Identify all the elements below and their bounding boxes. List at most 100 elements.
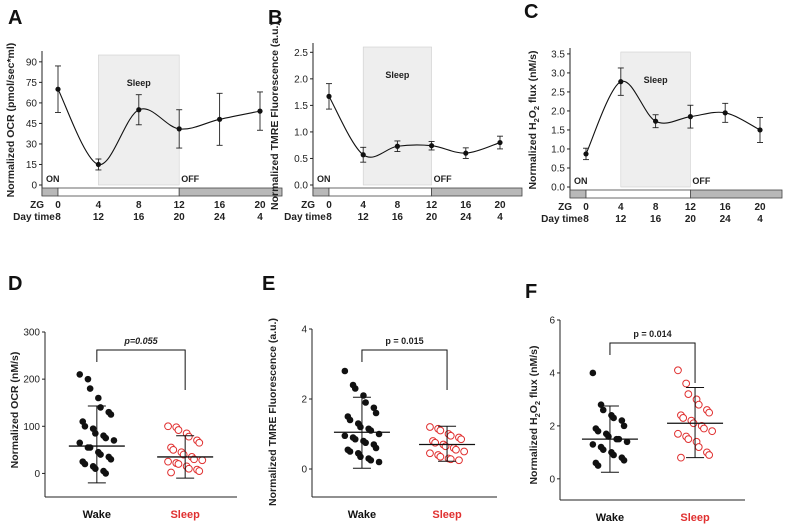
wake-data-point [620, 456, 628, 464]
dark-period-bar [431, 187, 523, 197]
daytime-tick-label: 24 [460, 212, 472, 223]
sleep-data-point [174, 426, 183, 434]
y-tick-label: 0 [549, 474, 555, 485]
y-axis-label: Normalized OCR (pmol/sec*ml) [5, 43, 17, 198]
daytime-tick-label: 16 [133, 212, 145, 223]
y-axis-label-part: 2 [533, 413, 542, 417]
wake-data-point [589, 441, 597, 448]
y-tick-label: 1.5 [551, 125, 565, 136]
daytime-tick-label: 12 [615, 214, 627, 225]
data-point [757, 127, 763, 133]
panel-letter: D [8, 273, 22, 295]
y-tick-label: 75 [26, 78, 38, 89]
y-axis-label-part: 2 [532, 106, 541, 110]
y-axis-label-part: flux (nM/s) [527, 50, 539, 105]
wake-data-point [360, 392, 367, 399]
zg-tick-label: 8 [395, 200, 401, 211]
wake-data-point [81, 460, 89, 468]
y-tick-label: 2.0 [551, 106, 565, 117]
daytime-row-label: Day time [13, 212, 55, 223]
wake-data-point [341, 432, 349, 440]
wake-data-point [95, 394, 102, 402]
zg-tick-label: 12 [685, 202, 697, 213]
y-tick-label: 0 [34, 469, 40, 480]
wake-data-point [92, 430, 99, 437]
sleep-category-label: Sleep [170, 509, 200, 521]
y-tick-label: 3.0 [551, 68, 565, 79]
data-point [55, 86, 61, 92]
sleep-data-point [174, 460, 183, 468]
data-point [257, 108, 263, 114]
wake-data-point [107, 411, 115, 418]
daytime-tick-label: 8 [583, 214, 589, 225]
daytime-tick-label: 12 [358, 212, 370, 223]
zg-tick-label: 20 [754, 202, 766, 213]
sleep-data-point [169, 445, 178, 454]
sleep-data-point [164, 422, 172, 431]
sleep-data-point [167, 468, 175, 477]
sleep-data-point [184, 464, 193, 473]
sleep-data-point [684, 435, 693, 444]
y-tick-label: 200 [23, 375, 40, 386]
zg-tick-label: 4 [96, 200, 102, 211]
light-period-bar [57, 187, 180, 197]
zg-tick-label: 0 [55, 200, 61, 211]
sleep-data-point [195, 438, 204, 447]
wake-data-point [357, 453, 364, 461]
wake-data-point [375, 458, 383, 466]
zg-tick-label: 16 [720, 202, 732, 213]
y-tick-label: 1.5 [294, 101, 308, 112]
wake-data-point [620, 422, 628, 430]
sleep-data-point [460, 447, 469, 456]
sleep-data-point [705, 451, 714, 459]
data-point [95, 161, 101, 168]
y-tick-label: 15 [26, 160, 38, 171]
zg-tick-label: 20 [494, 200, 506, 211]
y-tick-label: 1.0 [294, 127, 308, 138]
sleep-data-point [682, 379, 691, 388]
wake-data-point [370, 404, 378, 412]
y-tick-label: 300 [23, 328, 40, 339]
wake-data-point [372, 409, 380, 417]
data-point [722, 110, 728, 116]
sleep-data-point [684, 390, 693, 399]
wake-data-point [110, 437, 118, 444]
lights-off-label: OFF [692, 176, 710, 186]
wake-data-point [102, 470, 110, 477]
data-point [394, 143, 400, 149]
zg-tick-label: 16 [214, 200, 226, 211]
wake-data-point [107, 455, 115, 463]
daytime-tick-label: 16 [392, 212, 404, 223]
sleep-data-point [674, 429, 682, 438]
sleep-data-point [426, 449, 434, 458]
daytime-tick-label: 8 [55, 212, 61, 223]
data-point [653, 118, 659, 124]
y-axis-label-part: O [528, 405, 540, 413]
dark-period-bar [690, 189, 783, 199]
sleep-data-point [426, 423, 434, 431]
y-tick-label: 90 [26, 57, 38, 68]
zg-tick-label: 8 [136, 200, 142, 211]
wake-data-point [92, 465, 99, 473]
sleep-data-point [446, 431, 455, 440]
sleep-region-label: Sleep [127, 78, 152, 88]
sleep-category-label: Sleep [432, 509, 462, 521]
y-tick-label: 4 [301, 325, 307, 336]
panel-letter: A [8, 7, 22, 29]
y-tick-label: 60 [26, 98, 38, 109]
daytime-tick-label: 8 [326, 212, 332, 223]
zg-tick-label: 4 [618, 202, 624, 213]
wake-data-point [97, 404, 104, 411]
data-point [583, 151, 589, 157]
data-point [136, 107, 142, 113]
significance-bracket [361, 349, 448, 390]
y-axis-label-part: Normalized H [527, 122, 539, 189]
y-axis-label: Normalized OCR (nM/s) [9, 352, 21, 469]
lights-on-label: ON [46, 174, 60, 184]
wake-data-point [618, 417, 626, 424]
daytime-row-label: Day time [541, 214, 583, 225]
zg-tick-label: 4 [360, 200, 366, 211]
y-tick-label: 2.0 [294, 74, 308, 85]
